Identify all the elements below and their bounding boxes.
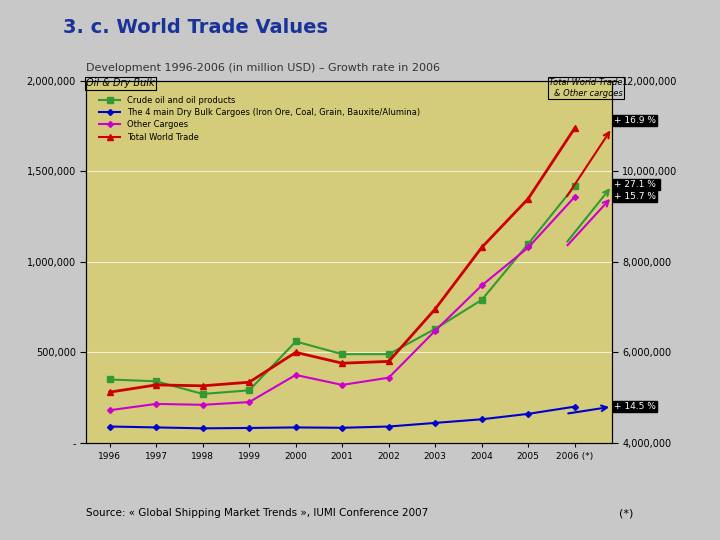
Text: Source: « Global Shipping Market Trends », IUMI Conference 2007: Source: « Global Shipping Market Trends …: [86, 508, 428, 518]
Text: + 14.5 %: + 14.5 %: [614, 402, 656, 411]
Text: + 16.9 %: + 16.9 %: [614, 116, 657, 125]
Text: + 27.1 %: + 27.1 %: [614, 180, 660, 188]
Text: Oil & Dry Bulk: Oil & Dry Bulk: [86, 78, 155, 89]
Text: Development 1996-2006 (in million USD) – Growth rate in 2006: Development 1996-2006 (in million USD) –…: [86, 63, 441, 73]
Text: 3. c. World Trade Values: 3. c. World Trade Values: [63, 18, 328, 37]
Legend: Crude oil and oil products, The 4 main Dry Bulk Cargoes (Iron Ore, Coal, Grain, : Crude oil and oil products, The 4 main D…: [96, 92, 423, 145]
Text: + 15.7 %: + 15.7 %: [614, 192, 657, 201]
Text: + 15.7 %: + 15.7 %: [614, 192, 657, 201]
Text: Total World Trade
& Other cargoes: Total World Trade & Other cargoes: [549, 78, 623, 98]
Text: + 14.5 %: + 14.5 %: [614, 402, 656, 411]
Text: (*): (*): [619, 508, 634, 518]
Text: + 16.9 %: + 16.9 %: [614, 116, 657, 125]
Text: + 27.1 %: + 27.1 %: [614, 180, 656, 188]
